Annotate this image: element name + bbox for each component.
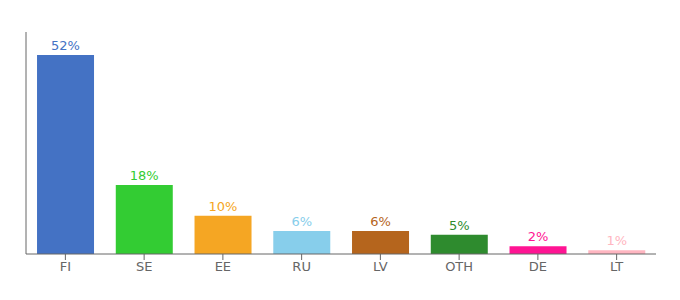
svg-text:2%: 2%	[528, 229, 549, 244]
svg-text:LV: LV	[373, 259, 388, 274]
svg-text:OTH: OTH	[445, 259, 473, 274]
svg-text:EE: EE	[215, 259, 231, 274]
svg-text:10%: 10%	[209, 199, 238, 214]
svg-text:52%: 52%	[51, 38, 80, 53]
svg-text:18%: 18%	[130, 168, 159, 183]
svg-text:RU: RU	[292, 259, 311, 274]
svg-text:LT: LT	[610, 259, 623, 274]
svg-text:6%: 6%	[291, 214, 312, 229]
svg-text:6%: 6%	[370, 214, 391, 229]
svg-text:FI: FI	[60, 259, 71, 274]
svg-text:DE: DE	[529, 259, 547, 274]
svg-text:SE: SE	[136, 259, 152, 274]
svg-text:5%: 5%	[449, 218, 470, 233]
svg-text:1%: 1%	[606, 233, 627, 248]
